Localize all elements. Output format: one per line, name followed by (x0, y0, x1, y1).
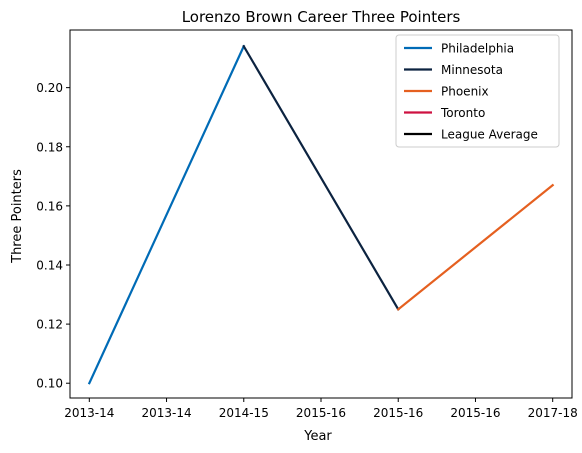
legend-label-2: Phoenix (441, 85, 489, 99)
x-tick-label-4: 2015-16 (373, 406, 423, 420)
x-axis-label: Year (303, 429, 332, 444)
legend-label-4: League Average (441, 128, 538, 142)
legend-box (395, 34, 560, 148)
x-tick-label-3: 2015-16 (296, 406, 346, 420)
y-axis-label: Three Pointers (10, 169, 25, 264)
series-line-1 (242, 44, 400, 311)
x-tick-label-1: 2013-14 (141, 406, 191, 420)
legend-label-3: Toronto (440, 106, 485, 120)
series-line-0 (87, 44, 246, 385)
x-tick-label-5: 2015-16 (450, 406, 500, 420)
legend-label-1: Minnesota (441, 63, 503, 77)
y-tick-label-0: 0.10 (36, 377, 63, 391)
legend: Philadelphia Minnesota Phoenix Toronto Leagu… (395, 34, 560, 148)
x-tick-label-2: 2014-15 (219, 406, 269, 420)
series-line-2 (396, 183, 555, 311)
y-tick-label-1: 0.12 (36, 318, 63, 332)
series-layer (87, 44, 555, 385)
ticks-layer: 2013-14 2013-14 2014-15 2015-16 2015-16 2015-… (36, 81, 577, 420)
chart-title: Lorenzo Brown Career Three Pointers (182, 8, 461, 26)
y-tick-label-4: 0.18 (36, 140, 63, 154)
x-tick-label-0: 2013-14 (64, 406, 114, 420)
y-tick-label-5: 0.20 (36, 81, 63, 95)
x-tick-label-6: 2017-18 (528, 406, 578, 420)
plot-frame (69, 29, 573, 399)
y-tick-label-3: 0.16 (36, 199, 63, 213)
legend-label-0: Philadelphia (441, 42, 514, 56)
y-tick-label-2: 0.14 (36, 258, 63, 272)
